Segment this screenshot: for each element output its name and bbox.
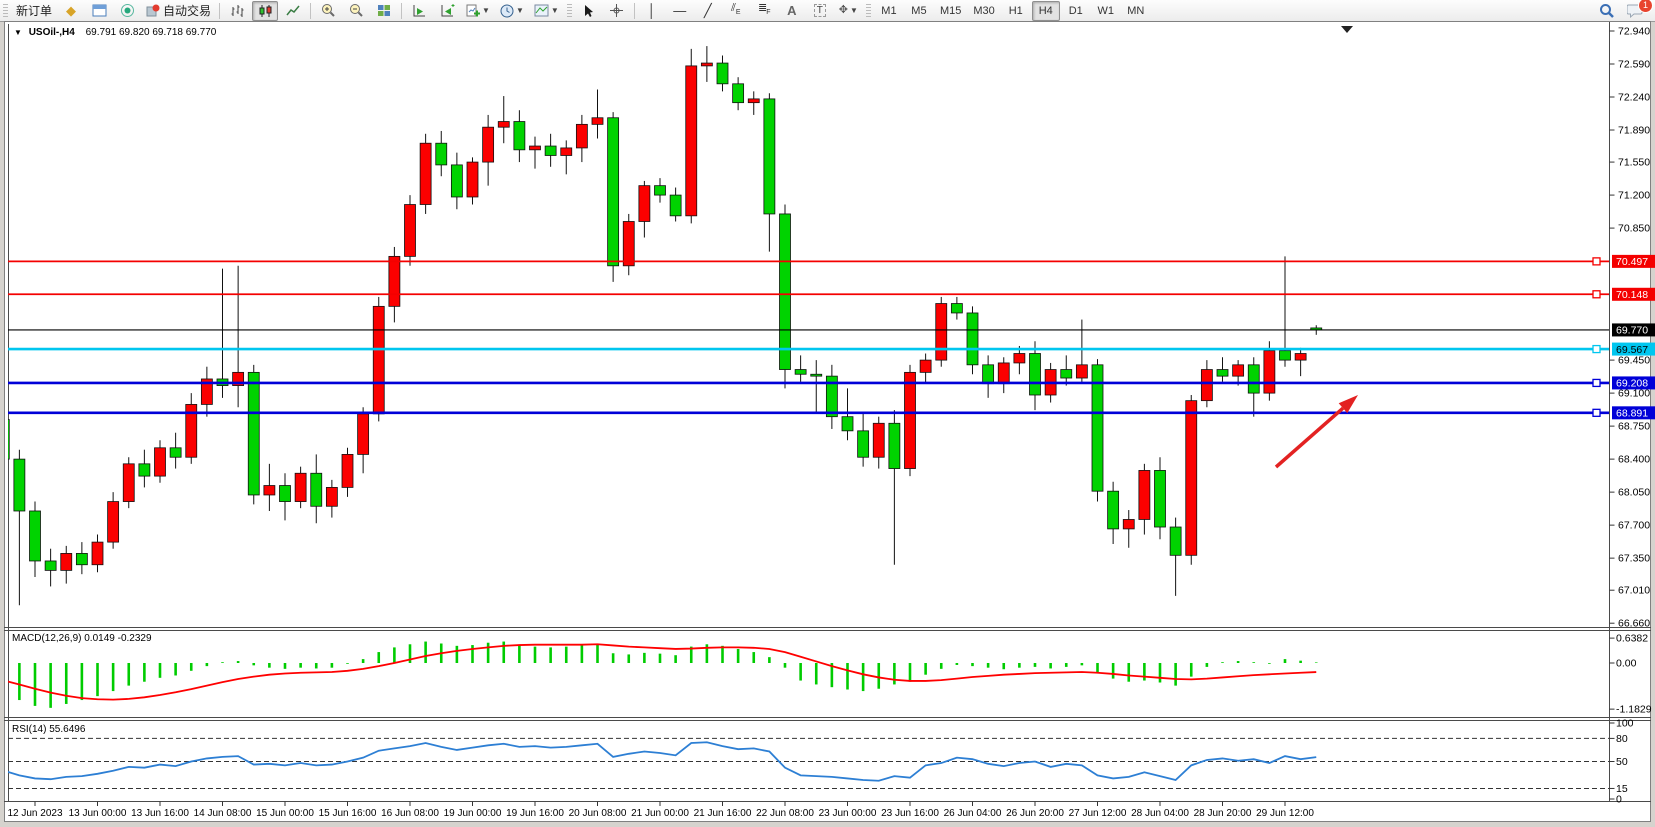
chart-window: [4, 21, 1651, 822]
tab-timeframe-m30[interactable]: M30: [973, 4, 995, 17]
auto-trading-label: 自动交易: [163, 4, 212, 18]
tile-windows-icon[interactable]: [371, 1, 397, 21]
horizontal-line-icon[interactable]: —: [673, 3, 687, 18]
signals-icon[interactable]: [114, 1, 140, 21]
zoom-out-icon[interactable]: [343, 1, 369, 21]
templates-button[interactable]: ▼: [530, 1, 563, 21]
new-order-button[interactable]: 新订单: [12, 1, 56, 21]
chevron-down-icon: ▼: [550, 6, 559, 15]
fibonacci-icon[interactable]: ≣F: [758, 1, 771, 17]
chart-autoscroll-icon[interactable]: [434, 1, 460, 21]
periods-clock-icon: [500, 4, 514, 17]
chart-title: ▼ USOil-,H4 69.791 69.820 69.718 69.770: [14, 27, 216, 38]
ohlc-display: 69.791 69.820 69.718 69.770: [85, 27, 217, 38]
toolbar-grip[interactable]: [566, 3, 572, 18]
symbol-period-label: USOil-,H4: [28, 27, 75, 38]
line-chart-icon[interactable]: [280, 1, 306, 21]
tab-timeframe-w1[interactable]: W1: [1097, 4, 1115, 17]
equidistant-channel-icon[interactable]: ⫽E: [731, 1, 741, 17]
tab-timeframe-m1[interactable]: M1: [881, 4, 897, 17]
new-chart-icon: [466, 4, 481, 16]
auto-trading-button[interactable]: 自动交易: [142, 1, 215, 21]
crosshair-icon[interactable]: [604, 1, 630, 21]
profile-icon[interactable]: ◆: [66, 3, 77, 18]
toolbar: 新订单 ◆ 自动交易 ▼ ▼ ▼: [0, 0, 1655, 22]
zoom-in-icon[interactable]: [315, 1, 341, 21]
auto-trading-icon: [146, 4, 160, 17]
trendline-icon[interactable]: ╱: [703, 3, 712, 18]
bar-chart-icon[interactable]: [224, 1, 250, 21]
toolbar-grip[interactable]: [865, 3, 871, 18]
tab-timeframe-d1[interactable]: D1: [1068, 4, 1083, 17]
tab-timeframe-h1[interactable]: H1: [1008, 4, 1023, 17]
chat-badge: 1: [1638, 0, 1653, 13]
templates-icon: [534, 4, 549, 17]
candle-chart-icon[interactable]: [252, 0, 279, 21]
chevron-down-icon: ▼: [515, 6, 524, 15]
toolbar-grip[interactable]: [3, 3, 8, 18]
periods-button[interactable]: ▼: [496, 1, 528, 21]
macd-indicator-label: MACD(12,26,9) 0.0149 -0.2329: [12, 633, 152, 644]
arrows-button[interactable]: ✥ ▼: [835, 1, 862, 21]
cursor-icon[interactable]: [576, 1, 602, 21]
tab-timeframe-h4[interactable]: H4: [1031, 0, 1060, 21]
chevron-down-icon: ▼: [482, 6, 490, 15]
search-icon[interactable]: [1594, 1, 1620, 21]
chat-button[interactable]: 1: [1622, 0, 1653, 21]
new-chart-button[interactable]: ▼: [462, 1, 494, 21]
market-watch-icon[interactable]: [86, 1, 112, 21]
tab-timeframe-m5[interactable]: M5: [911, 4, 927, 17]
text-icon[interactable]: A: [787, 3, 797, 18]
chart-shift-icon[interactable]: [406, 1, 432, 21]
tab-timeframe-m15[interactable]: M15: [939, 4, 962, 17]
text-label-icon[interactable]: T: [807, 1, 833, 21]
tab-timeframe-mn[interactable]: MN: [1127, 4, 1145, 17]
symbol-dropdown-icon[interactable]: ▼: [14, 28, 22, 37]
chevron-down-icon: ▼: [850, 6, 858, 15]
new-order-label: 新订单: [16, 4, 53, 18]
arrows-icon: ✥: [838, 4, 849, 16]
vertical-line-icon[interactable]: │: [647, 3, 656, 18]
rsi-indicator-label: RSI(14) 55.6496: [12, 724, 86, 735]
